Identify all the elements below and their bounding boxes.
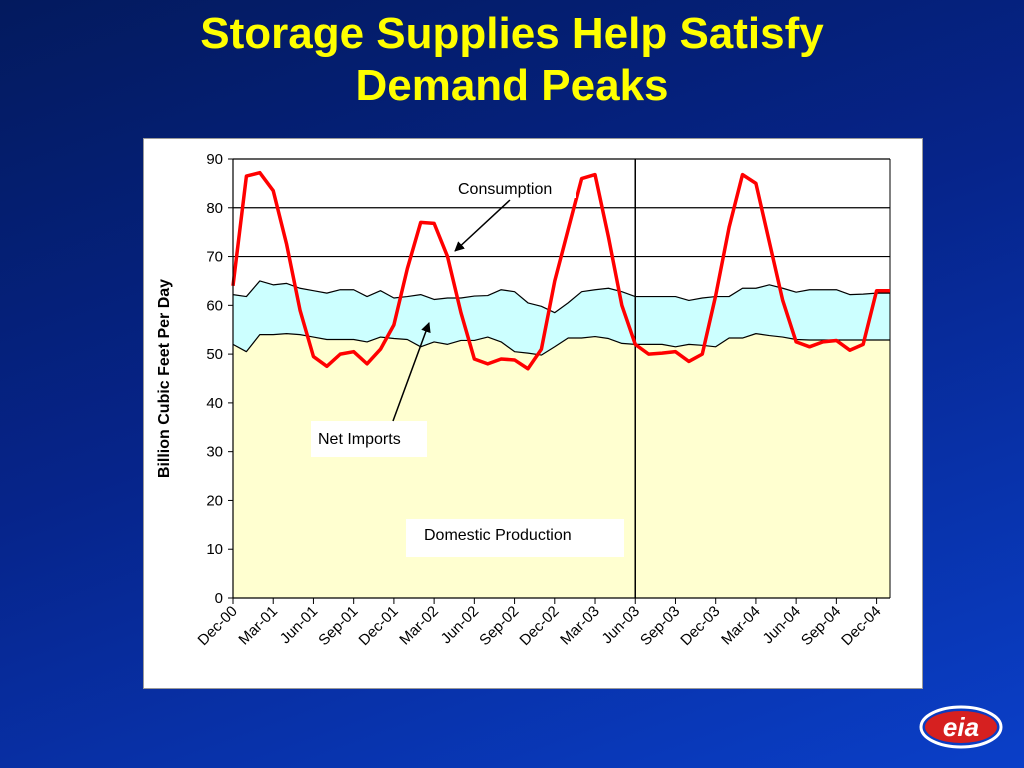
net-imports-label-box bbox=[311, 421, 427, 457]
x-tick-label: Sep-04 bbox=[798, 603, 844, 649]
y-axis-title: Billion Cubic Feet Per Day bbox=[156, 279, 173, 478]
domestic-production-line bbox=[232, 333, 890, 356]
x-tick-label: Sep-02 bbox=[476, 603, 522, 649]
eia-logo-text: eia bbox=[943, 712, 979, 742]
domestic-production-label: Domestic Production bbox=[424, 527, 572, 544]
y-tick-label: 50 bbox=[206, 346, 223, 363]
y-tick-label: 70 bbox=[206, 249, 223, 266]
slide-title-line1: Storage Supplies Help Satisfy bbox=[200, 9, 824, 58]
x-tick-label: Dec-00 bbox=[195, 603, 241, 649]
y-tick-label: 10 bbox=[206, 541, 223, 558]
x-tick-label: Dec-01 bbox=[356, 603, 402, 649]
x-tick-label: Mar-04 bbox=[718, 603, 764, 649]
x-tick-label: Jun-03 bbox=[599, 603, 643, 647]
x-tick-label: Dec-04 bbox=[838, 603, 884, 649]
net-imports-label: Net Imports bbox=[318, 431, 401, 448]
y-tick-label: 80 bbox=[206, 200, 223, 217]
slide-title: Storage Supplies Help Satisfy Demand Pea… bbox=[0, 8, 1024, 112]
x-tick-label: Dec-03 bbox=[677, 603, 723, 649]
chart: 0 10 20 30 40 50 60 70 80 90 Billion Cubic Feet Pe… bbox=[156, 151, 891, 649]
eia-logo: eia bbox=[919, 705, 1003, 749]
consumption-label: Consumption bbox=[458, 181, 552, 198]
y-tick-label: 90 bbox=[206, 151, 223, 168]
x-tick-label: Dec-02 bbox=[516, 603, 562, 649]
slide-title-line2: Demand Peaks bbox=[355, 61, 669, 110]
x-tick-label: Mar-02 bbox=[396, 603, 442, 649]
y-tick-label: 30 bbox=[206, 444, 223, 461]
net-imports-area bbox=[233, 280, 890, 356]
y-tick-label: 60 bbox=[206, 297, 223, 314]
y-tick-label: 0 bbox=[215, 590, 223, 607]
x-tick-label: Jun-01 bbox=[277, 603, 321, 647]
x-tick-label: Sep-01 bbox=[315, 603, 361, 649]
net-imports-arrow bbox=[392, 322, 431, 422]
chart-panel: 0 10 20 30 40 50 60 70 80 90 Billion Cubic Feet Pe… bbox=[143, 138, 923, 689]
x-tick-label: Sep-03 bbox=[637, 603, 683, 649]
consumption-arrow bbox=[454, 199, 511, 252]
y-tick-label: 40 bbox=[206, 395, 223, 412]
x-tick-label: Jun-04 bbox=[760, 603, 804, 647]
consumption-line bbox=[231, 170, 890, 371]
domestic-production-label-box bbox=[406, 519, 624, 557]
consumption-label-box bbox=[454, 176, 576, 198]
x-tick-label: Mar-01 bbox=[235, 603, 281, 649]
y-tick-label: 20 bbox=[206, 492, 223, 509]
x-tick-label: Jun-02 bbox=[438, 603, 482, 647]
x-tick-label: Mar-03 bbox=[557, 603, 603, 649]
domestic-production-area bbox=[233, 333, 890, 598]
